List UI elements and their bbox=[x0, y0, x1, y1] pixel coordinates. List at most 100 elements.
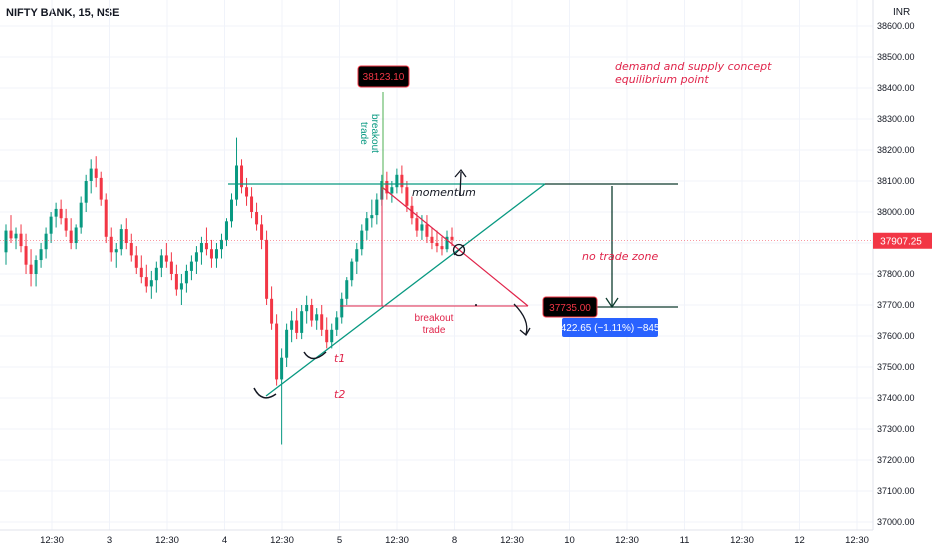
candles bbox=[4, 137, 454, 445]
candle-body bbox=[14, 233, 18, 239]
target-price-tag bbox=[542, 296, 598, 318]
candle-body bbox=[39, 249, 43, 261]
no-trade-zone-text: no trade zone bbox=[582, 250, 658, 263]
candle-body bbox=[305, 305, 309, 312]
time-tick-label: 8 bbox=[452, 535, 457, 546]
candle-body bbox=[360, 230, 364, 250]
price-tick-label: 38000.00 bbox=[877, 207, 915, 217]
candle-body bbox=[250, 196, 254, 212]
candle-body bbox=[164, 255, 168, 262]
candle-body bbox=[245, 187, 249, 197]
measure-box bbox=[562, 318, 658, 337]
candle-body bbox=[335, 317, 339, 330]
time-tick-label: 4 bbox=[222, 535, 227, 546]
candle-body bbox=[320, 314, 324, 330]
candle-body bbox=[400, 174, 404, 188]
equilibrium-cross bbox=[453, 244, 465, 256]
curved-arrow bbox=[513, 303, 531, 336]
candle-body bbox=[64, 218, 68, 231]
candle-body bbox=[415, 218, 419, 231]
price-tick-label: 37300.00 bbox=[877, 424, 915, 434]
t1-curve bbox=[303, 351, 327, 360]
breakout-top-line2: trade bbox=[358, 122, 369, 145]
price-axis[interactable]: 37000.00 37100.00 37200.00 37300.00 37400.00… bbox=[872, 0, 915, 530]
candle-body bbox=[159, 255, 163, 268]
candle-body bbox=[425, 224, 429, 237]
last-price-text: 37907.25 bbox=[880, 236, 922, 247]
candle-body bbox=[365, 218, 369, 231]
candle-body bbox=[99, 177, 103, 200]
candle-body bbox=[94, 168, 98, 178]
currency-label: INR bbox=[893, 7, 911, 18]
time-tick-label: 12:30 bbox=[40, 535, 64, 546]
candle-body bbox=[174, 274, 178, 290]
time-tick-label: 12:30 bbox=[615, 535, 639, 546]
candle-body bbox=[209, 249, 213, 259]
price-tick-label: 37400.00 bbox=[877, 393, 915, 403]
candle-body bbox=[310, 305, 314, 321]
candle-body bbox=[59, 208, 63, 219]
candle-body bbox=[435, 243, 439, 247]
candle-body bbox=[134, 255, 138, 268]
candle-body bbox=[79, 202, 83, 228]
candle-body bbox=[49, 216, 53, 234]
candle-body bbox=[260, 224, 264, 240]
candle-body bbox=[240, 165, 244, 188]
candle-body bbox=[385, 181, 389, 194]
symbol-title: NIFTY BANK, 15, NSE bbox=[6, 7, 120, 19]
candle-body bbox=[420, 224, 424, 231]
candle-body bbox=[19, 233, 23, 247]
price-tick-label: 38600.00 bbox=[877, 21, 915, 31]
annotation-labels: demand and supply concept equilibrium po… bbox=[334, 60, 772, 401]
t2-curve bbox=[253, 387, 277, 399]
candle-body bbox=[194, 252, 198, 262]
candle-body bbox=[280, 357, 284, 380]
drawings bbox=[0, 92, 873, 399]
candle-body bbox=[214, 249, 218, 259]
time-tick-label: 11 bbox=[680, 535, 690, 546]
candle-body bbox=[375, 199, 379, 216]
time-tick-label: 12:30 bbox=[500, 535, 524, 546]
candle-body bbox=[340, 298, 344, 318]
momentum-text: momentum bbox=[412, 186, 476, 199]
candle-body bbox=[154, 267, 158, 281]
candle-body bbox=[330, 329, 334, 343]
candle-body bbox=[89, 168, 93, 181]
candle-body bbox=[179, 283, 183, 290]
price-tick-label: 38200.00 bbox=[877, 145, 915, 155]
grid bbox=[0, 0, 873, 530]
candle-body bbox=[345, 280, 349, 299]
candle-body bbox=[405, 187, 409, 206]
candle-body bbox=[184, 270, 188, 284]
candle-body bbox=[44, 233, 48, 250]
candle-body bbox=[265, 239, 269, 299]
candle-body bbox=[29, 264, 33, 274]
candle-body bbox=[149, 280, 153, 287]
candle-body bbox=[189, 261, 193, 271]
candle-body bbox=[139, 267, 143, 278]
t2-label: t2 bbox=[334, 388, 345, 401]
time-tick-label: 12:30 bbox=[730, 535, 754, 546]
time-axis[interactable]: 12:30 3 12:30 4 12:30 5 12:30 8 12:30 10 12:30 11 12… bbox=[0, 529, 873, 546]
t1-label: t1 bbox=[334, 352, 345, 365]
momentum-arrow bbox=[454, 168, 467, 197]
time-tick-label: 12:30 bbox=[270, 535, 294, 546]
candle-body bbox=[275, 323, 279, 380]
candle-body bbox=[440, 246, 444, 250]
breakout-bottom-line2: trade bbox=[423, 325, 446, 336]
candle-body bbox=[285, 329, 289, 358]
candle-body bbox=[230, 199, 234, 222]
candle-body bbox=[114, 249, 118, 253]
candle-body bbox=[350, 261, 354, 281]
price-tick-label: 37200.00 bbox=[877, 455, 915, 465]
candle-body bbox=[104, 199, 108, 237]
candle-body bbox=[430, 236, 434, 243]
price-tick-label: 38100.00 bbox=[877, 176, 915, 186]
candle-body bbox=[235, 165, 239, 200]
candle-body bbox=[24, 246, 28, 265]
candle-body bbox=[445, 236, 449, 250]
demand-supply-text: demand and supply concept bbox=[615, 60, 772, 73]
breakout-price-text: 38123.10 bbox=[363, 72, 405, 83]
breakout-top-line1: breakout bbox=[369, 114, 380, 153]
